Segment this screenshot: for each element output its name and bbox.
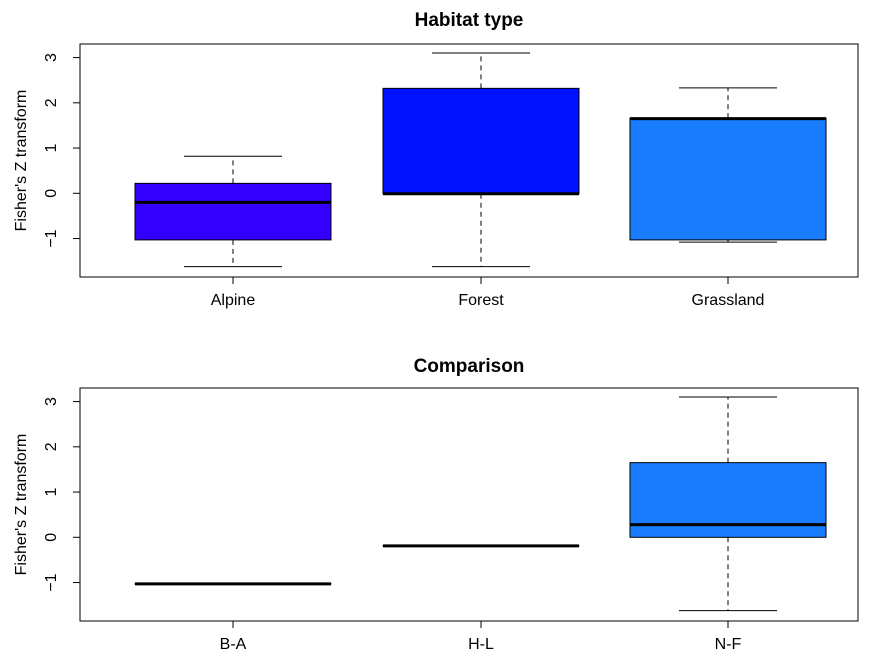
box-iqr [382, 87, 580, 195]
x-tick-label: Grassland [692, 292, 765, 309]
box-forest [382, 52, 580, 268]
y-tick-label: −1 [43, 229, 60, 247]
box-iqr [629, 117, 827, 241]
x-tick-label: N-F [715, 636, 742, 653]
axes: −1 0 1 2 3 Alpine Forest Grassland [43, 53, 764, 309]
boxplot-marks [134, 52, 827, 268]
box-n-f [629, 396, 827, 612]
y-tick-label: 1 [43, 488, 60, 497]
y-tick-label: 0 [43, 189, 60, 198]
plot-frame [79, 43, 859, 278]
box-alpine [134, 155, 332, 268]
y-tick-label: 2 [43, 442, 60, 451]
panel-habitat-type: Habitat type Fisher's Z transform −1 0 1 2 3… [13, 10, 859, 309]
y-tick-label: 3 [43, 53, 60, 62]
y-tick-label: 1 [43, 144, 60, 153]
x-tick-label: Alpine [211, 292, 256, 309]
y-tick-label: 0 [43, 533, 60, 542]
boxplot-marks [134, 396, 827, 612]
plot-frame [79, 387, 859, 622]
y-tick-label: 3 [43, 397, 60, 406]
panel-comparison: Comparison Fisher's Z transform −1 0 1 2 3 B-… [13, 356, 859, 653]
y-tick-label: −1 [43, 573, 60, 591]
box-grassland [629, 87, 827, 243]
box-iqr [134, 182, 332, 241]
chart-title: Habitat type [415, 10, 524, 31]
axes: −1 0 1 2 3 B-A H-L N-F [43, 397, 742, 653]
y-axis-label: Fisher's Z transform [13, 90, 30, 232]
x-tick-label: H-L [468, 636, 494, 653]
x-tick-label: B-A [220, 636, 247, 653]
y-axis-label: Fisher's Z transform [13, 434, 30, 576]
x-tick-label: Forest [458, 292, 504, 309]
chart-title: Comparison [414, 356, 525, 377]
y-tick-label: 2 [43, 98, 60, 107]
